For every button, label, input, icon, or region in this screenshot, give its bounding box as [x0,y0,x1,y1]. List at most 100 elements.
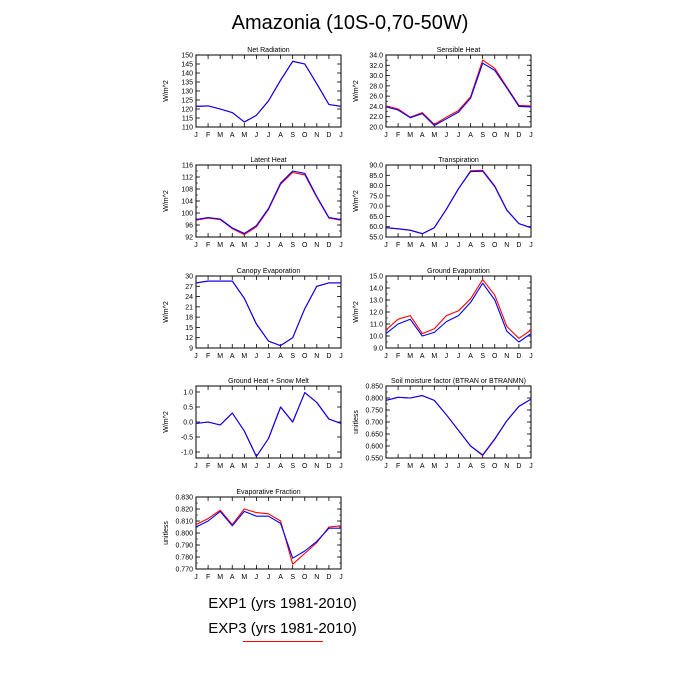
y-axis-label: unitless [163,521,170,545]
y-tick-label: 30.0 [369,73,383,80]
x-tick-label: J [445,463,449,470]
y-tick-label: 140 [181,71,193,78]
y-tick-label: -0.5 [181,435,193,442]
x-tick-label: N [504,353,509,360]
x-tick-label: N [504,242,509,249]
y-tick-label: 12.0 [369,310,383,317]
x-tick-label: S [290,353,295,360]
series-line-exp3 [195,280,341,347]
x-tick-label: J [339,353,343,360]
x-tick-label: J [384,353,388,360]
x-tick-label: D [326,574,331,581]
y-tick-label: 0.650 [365,432,383,439]
y-axis-label: W/m^2 [353,190,360,212]
x-tick-label: J [445,242,449,249]
x-tick-label: J [445,353,449,360]
x-tick-label: D [326,132,331,139]
plot-frame [195,496,342,570]
y-tick-label: 0.800 [365,396,383,403]
x-tick-label: J [339,574,343,581]
x-tick-label: A [230,463,235,470]
x-tick-label: N [314,574,319,581]
x-tick-label: J [194,242,198,249]
y-tick-label: 75.0 [369,193,383,200]
legend-label-exp3: EXP3 (yrs 1981-2010) [208,620,357,637]
y-tick-label: 125 [181,98,193,105]
y-tick-label: -1.0 [181,450,193,457]
x-tick-label: A [278,242,283,249]
series-line-exp3 [195,508,342,565]
series-line-exp1 [195,170,342,234]
panel-title: Soil moisture factor (BTRAN or BTRANMN) [391,378,526,385]
x-tick-label: M [241,242,247,249]
x-tick-label: S [290,574,295,581]
x-tick-label: M [407,132,413,139]
panel-9: Evaporative Fraction unitless 0.770 0.780 0.… [163,489,343,581]
y-tick-label: 0.850 [365,384,383,391]
y-tick-label: 115 [182,116,193,123]
y-axis-label: W/m^2 [353,80,360,102]
x-tick-label: O [302,353,308,360]
y-tick-label: 9.0 [373,346,383,353]
y-tick-label: 108 [181,187,193,194]
panel-5: Canopy Evaporation W/m^2 9 12 15 18 21 24 27 30 J F… [163,268,343,360]
series-line-exp1 [385,395,532,456]
panel-title: Evaporative Fraction [236,489,300,496]
y-tick-label: 1.0 [183,390,193,397]
x-tick-label: A [278,353,283,360]
series-line-exp1 [195,280,341,347]
y-axis-label: W/m^2 [163,190,170,212]
plot-frame [195,385,342,459]
x-tick-label: M [217,242,223,249]
y-tick-label: 90.0 [369,163,383,170]
series-line-exp3 [195,171,342,236]
x-tick-label: F [206,132,210,139]
x-tick-label: M [241,132,247,139]
x-tick-label: M [241,574,247,581]
y-tick-label: 116 [182,163,193,170]
y-tick-label: 120 [181,107,193,114]
panel-2: Sensible Heat W/m^2 20.0 22.0 24.0 26.0 28.0 30… [353,47,533,139]
panel-title: Net Radiation [247,47,290,54]
x-tick-label: O [302,574,308,581]
x-tick-label: D [326,353,331,360]
page-title: Amazonia (10S-0,70-50W) [231,12,469,34]
x-tick-label: J [194,353,198,360]
x-tick-label: A [420,132,425,139]
x-tick-label: J [529,353,533,360]
series-line-exp1 [385,170,532,235]
x-tick-label: S [480,353,485,360]
series-line-exp3 [385,395,532,457]
y-tick-label: 0.770 [175,567,193,574]
y-tick-label: 85.0 [369,173,383,180]
x-tick-label: A [420,242,425,249]
x-tick-label: N [314,463,319,470]
y-tick-label: 0.790 [175,543,193,550]
x-tick-label: D [516,353,521,360]
y-tick-label: 9 [189,346,193,353]
x-tick-label: M [431,353,437,360]
x-tick-label: M [241,353,247,360]
y-axis-label: W/m^2 [163,411,170,433]
x-tick-label: J [339,242,343,249]
y-tick-label: 0.550 [365,456,383,463]
x-tick-label: J [267,574,271,581]
x-tick-label: J [267,353,271,360]
x-tick-label: M [217,574,223,581]
x-tick-label: D [326,242,331,249]
x-tick-label: J [529,132,533,139]
x-tick-label: J [267,132,271,139]
y-tick-label: 60.0 [369,224,383,231]
y-tick-label: 104 [181,199,193,206]
x-tick-label: M [431,463,437,470]
x-tick-label: J [267,463,271,470]
y-tick-label: 13.0 [369,298,383,305]
x-tick-label: F [396,353,400,360]
y-tick-label: 0.810 [175,519,193,526]
y-tick-label: 65.0 [369,214,383,221]
x-tick-label: O [492,463,498,470]
y-tick-label: 10.0 [369,334,383,341]
x-tick-label: F [206,463,210,470]
panel-8: Soil moisture factor (BTRAN or BTRANMN) u… [353,378,533,470]
